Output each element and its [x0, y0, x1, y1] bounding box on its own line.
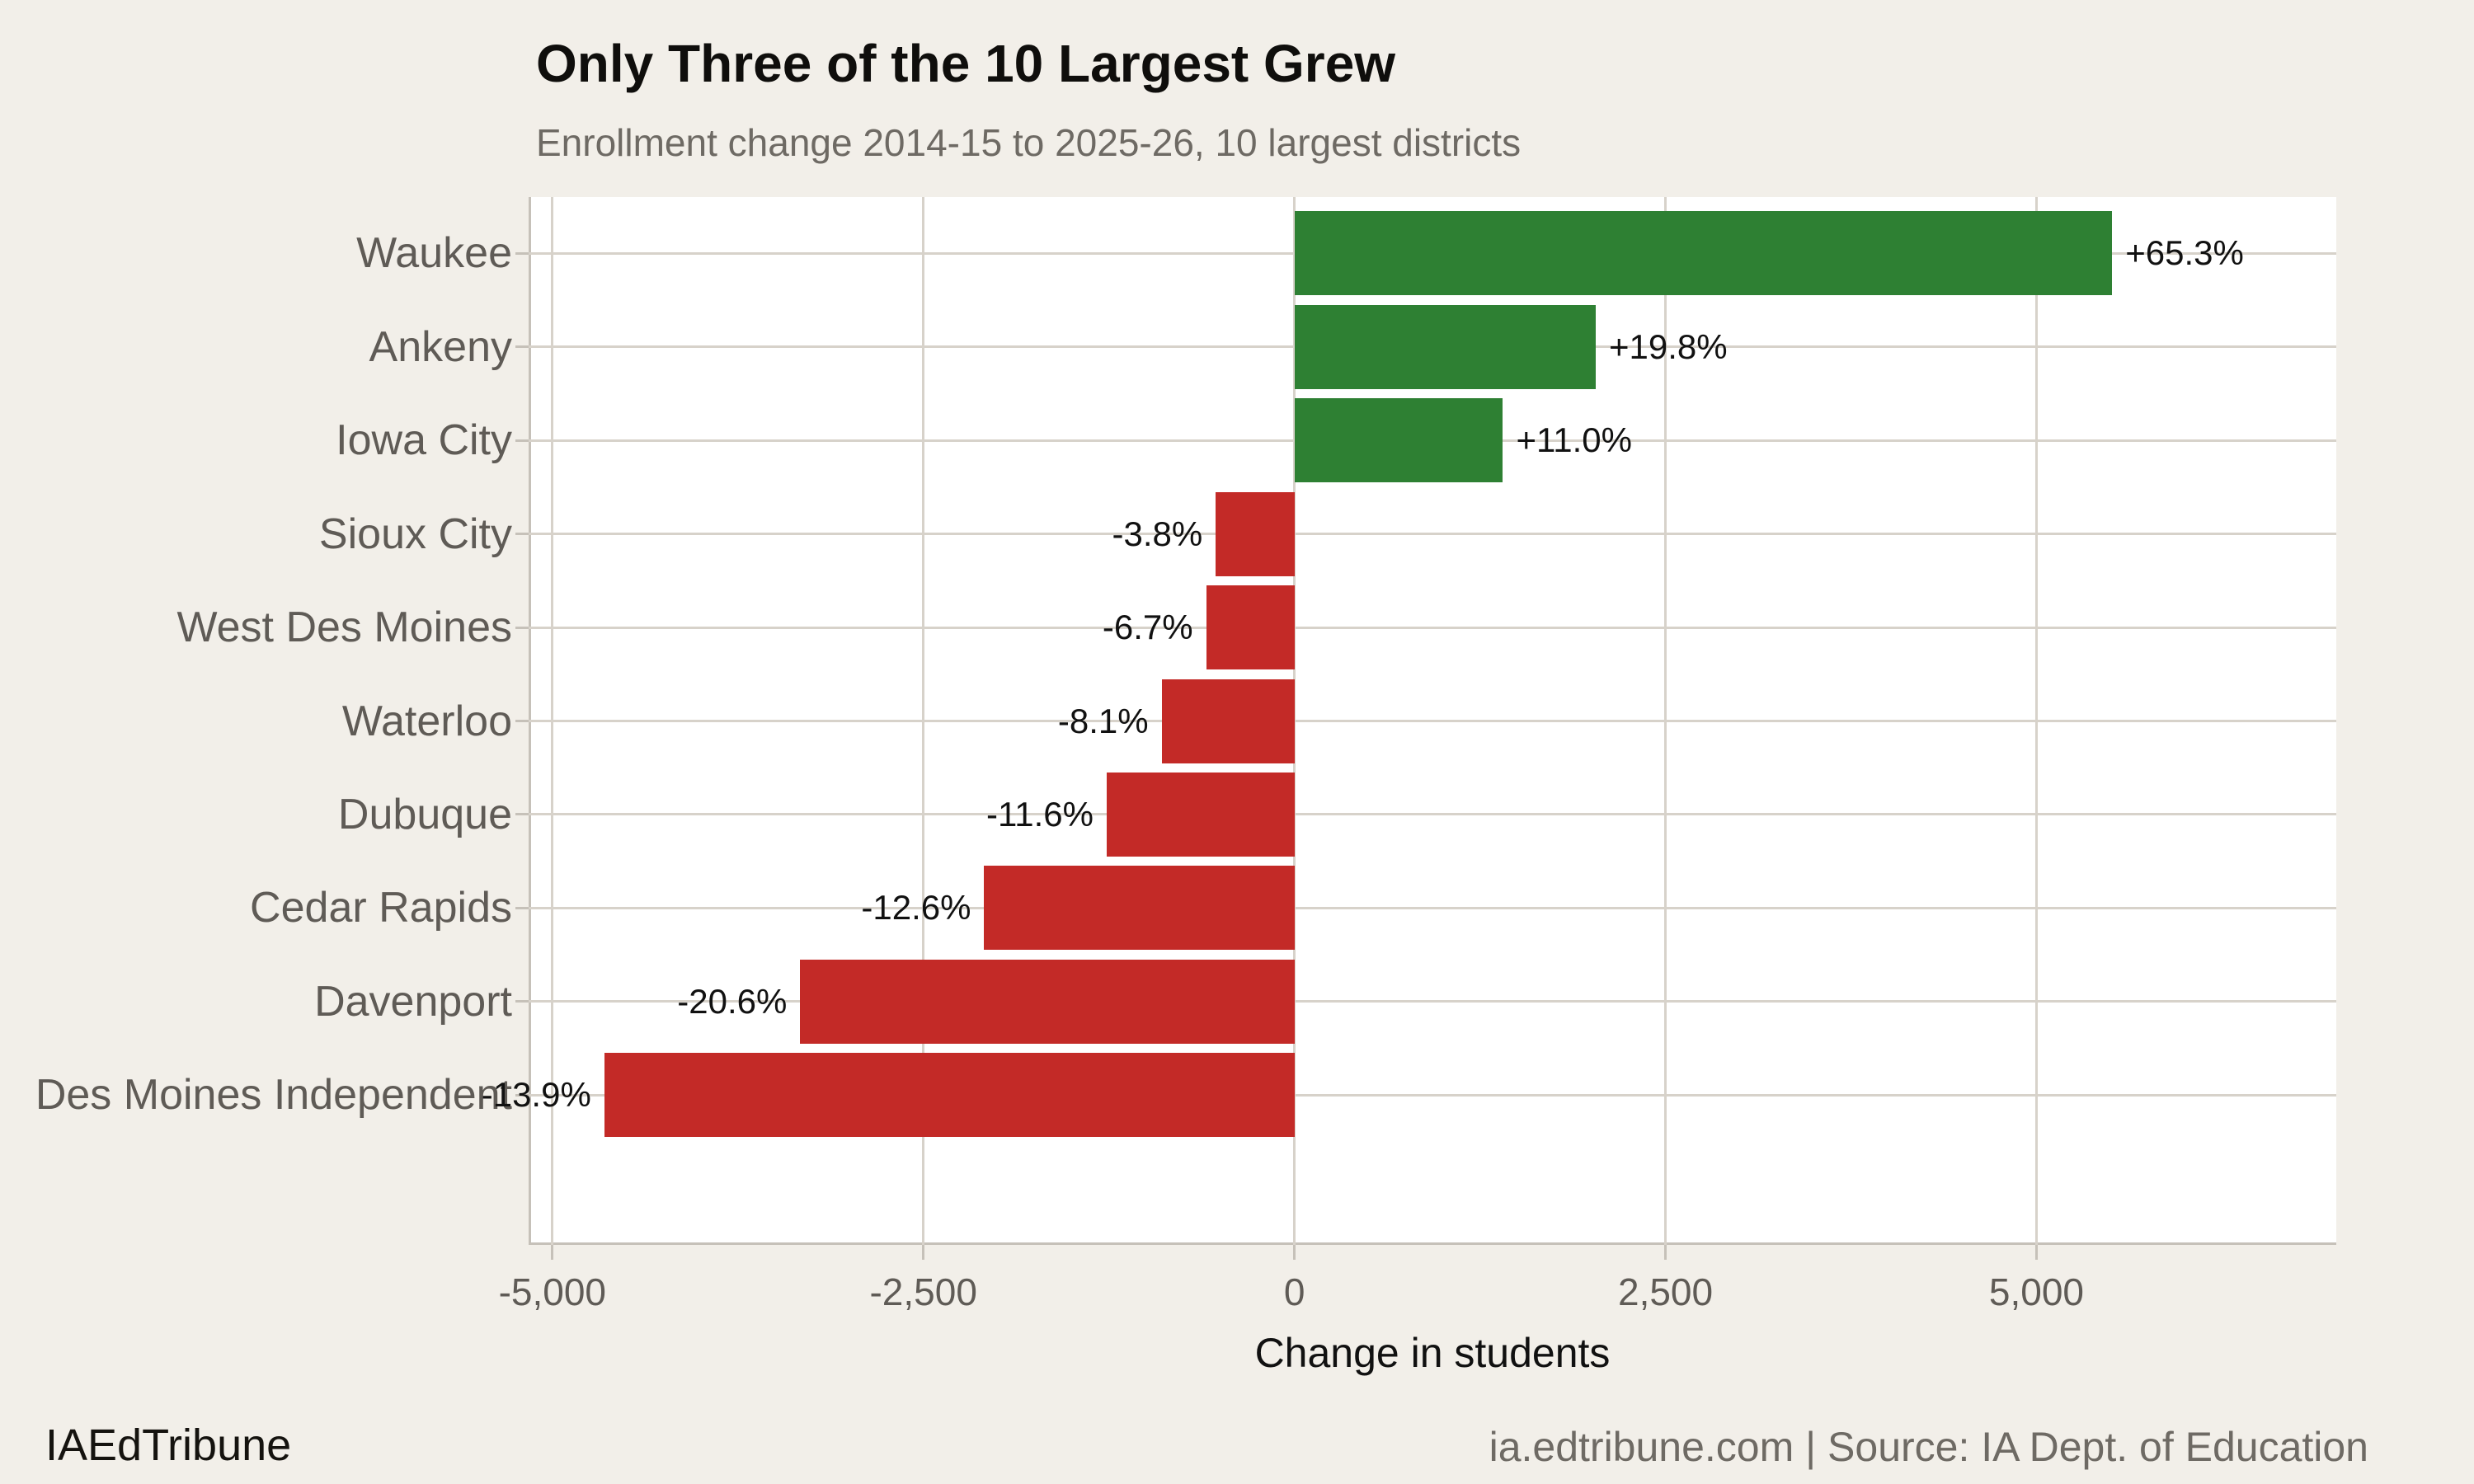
bar-west-des-moines [1206, 585, 1295, 670]
y-tick-mark [515, 720, 529, 722]
y-axis-label-west-des-moines: West Des Moines [176, 603, 512, 652]
x-tick-mark [1664, 1245, 1667, 1260]
x-tick-mark [1293, 1245, 1296, 1260]
y-tick-mark [515, 533, 529, 536]
y-tick-mark [515, 345, 529, 349]
bar-value-label-waukee: +65.3% [2125, 233, 2244, 273]
bar-waukee [1294, 211, 2113, 296]
bar-des-moines-independent [604, 1053, 1295, 1138]
bar-value-label-west-des-moines: -6.7% [1102, 608, 1193, 647]
gridline-y-dubuque [529, 813, 2336, 816]
bar-value-label-des-moines-independent: -13.9% [481, 1075, 591, 1115]
gridline-y-davenport [529, 1000, 2336, 1003]
y-tick-mark [515, 439, 529, 442]
y-axis-label-des-moines-independent: Des Moines Independent [35, 1071, 512, 1120]
bar-value-label-cedar-rapids: -12.6% [861, 888, 971, 928]
bar-value-label-iowa-city: +11.0% [1516, 420, 1632, 460]
bar-ankeny [1294, 304, 1596, 389]
y-tick-mark [515, 251, 529, 255]
footer-brand: IAEdTribune [45, 1421, 292, 1470]
x-axis-title: Change in students [1254, 1330, 1611, 1376]
bar-value-label-ankeny: +19.8% [1608, 326, 1728, 366]
chart-title: Only Three of the 10 Largest Grew [536, 34, 1396, 93]
y-axis-label-dubuque: Dubuque [337, 790, 512, 838]
x-tick-label: -5,000 [498, 1270, 606, 1313]
y-axis-label-iowa-city: Iowa City [336, 416, 512, 465]
bar-waterloo [1161, 679, 1295, 763]
chart-subtitle: Enrollment change 2014-15 to 2025-26, 10… [536, 121, 1522, 164]
x-tick-mark [922, 1245, 925, 1260]
gridline-y-west-des-moines [529, 626, 2336, 629]
x-tick-label: 2,500 [1617, 1270, 1714, 1313]
y-axis-label-waukee: Waukee [356, 229, 512, 278]
bar-sioux-city [1216, 491, 1295, 576]
y-axis-label-cedar-rapids: Cedar Rapids [250, 884, 512, 932]
y-axis-label-waterloo: Waterloo [341, 697, 512, 745]
bar-value-label-sioux-city: -3.8% [1112, 514, 1203, 553]
y-axis-label-ankeny: Ankeny [369, 322, 512, 371]
y-tick-mark [515, 813, 529, 816]
gridline-y-sioux-city [529, 533, 2336, 536]
y-tick-mark [515, 1093, 529, 1097]
footer-source: ia.edtribune.com | Source: IA Dept. of E… [1489, 1424, 2368, 1470]
y-tick-mark [515, 626, 529, 629]
gridline-y-waterloo [529, 720, 2336, 722]
y-tick-mark [515, 906, 529, 909]
x-tick-mark [2034, 1245, 2038, 1260]
bar-cedar-rapids [984, 866, 1295, 951]
bar-dubuque [1106, 772, 1295, 857]
bar-iowa-city [1294, 398, 1503, 483]
bar-value-label-dubuque: -11.6% [986, 794, 1094, 834]
y-axis-label-davenport: Davenport [314, 977, 512, 1026]
bar-davenport [800, 959, 1295, 1044]
bar-value-label-waterloo: -8.1% [1057, 701, 1149, 740]
x-tick-mark [551, 1245, 554, 1260]
gridline-y-des-moines-independent [529, 1093, 2336, 1097]
x-tick-label: -2,500 [869, 1270, 977, 1313]
y-tick-mark [515, 1000, 529, 1003]
x-tick-label: 0 [1283, 1270, 1305, 1313]
bar-value-label-davenport: -20.6% [677, 981, 788, 1021]
gridline-y-cedar-rapids [529, 906, 2336, 909]
x-tick-label: 5,000 [1988, 1270, 2085, 1313]
y-axis-label-sioux-city: Sioux City [318, 510, 512, 558]
